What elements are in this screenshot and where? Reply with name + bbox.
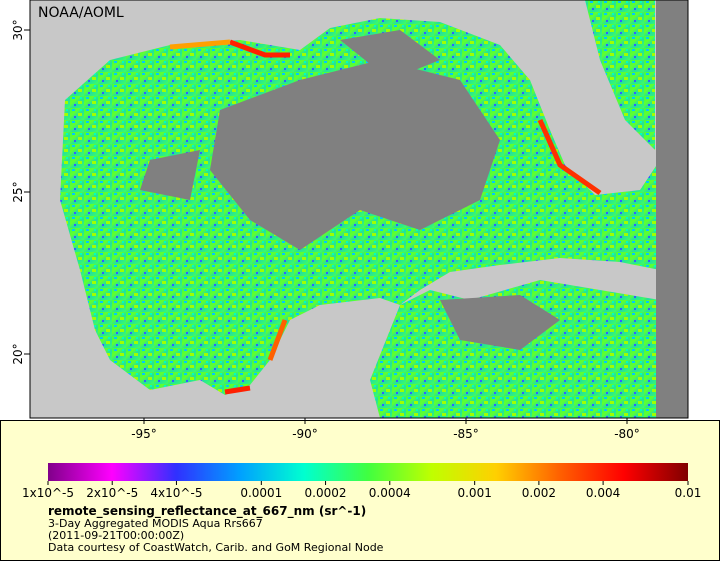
lon-label: -95° [131,427,157,441]
colorbar-label: 0.001 [457,486,491,500]
colorbar-label: 0.0002 [305,486,347,500]
colorbar-label: 1x10^-5 [22,486,74,500]
colorbar-label: 2x10^-5 [86,486,138,500]
colorbar-label: 0.002 [522,486,556,500]
colorbar-label: 0.0004 [369,486,411,500]
lat-label: 25° [11,181,25,202]
atlantic [585,0,655,150]
legend-title: remote_sensing_reflectance_at_667_nm (sr… [48,504,366,519]
colorbar-label: 4x10^-5 [150,486,202,500]
lat-label: 20° [11,343,25,364]
lon-label: -80° [614,427,640,441]
colorbar [48,463,688,481]
lon-label: -85° [453,427,479,441]
legend-panel [0,420,720,561]
colorbar-label: 0.004 [586,486,620,500]
map-frame [29,0,689,419]
legend-line: 3-Day Aggregated MODIS Aqua Rrs667 [48,517,263,530]
map: NOAA/AOML [29,0,689,419]
lon-label: -90° [292,427,318,441]
credit: NOAA/AOML [38,5,124,21]
colorbar-label: 0.01 [675,486,702,500]
lat-label: 30° [11,19,25,40]
coastal-high [169,39,602,395]
legend-line: (2011-09-21T00:00:00Z) [48,529,184,542]
legend-line: Data courtesy of CoastWatch, Carib. and … [48,541,384,554]
colorbar-label: 0.0001 [240,486,282,500]
no-data [140,0,688,418]
